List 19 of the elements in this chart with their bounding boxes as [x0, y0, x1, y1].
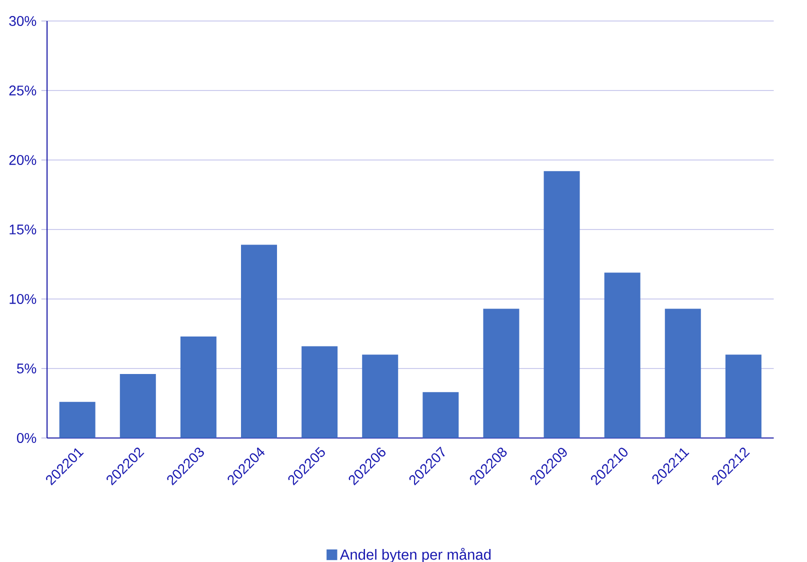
bar	[483, 308, 520, 438]
bar	[664, 308, 701, 438]
bar	[302, 346, 338, 438]
y-tick-label: 10%	[10, 294, 36, 304]
bar	[59, 402, 96, 438]
y-tick-label: 25%	[9, 86, 36, 96]
bar	[604, 272, 640, 438]
y-tick-label: 0%	[16, 433, 36, 443]
bar	[120, 374, 156, 438]
y-tick-label: 30%	[9, 16, 36, 26]
bar	[544, 171, 580, 438]
bar	[725, 354, 762, 438]
y-tick-label: 20%	[9, 155, 36, 165]
y-tick-label: 15%	[10, 224, 36, 234]
bar	[422, 392, 459, 438]
bar	[180, 336, 216, 438]
bar	[362, 354, 398, 438]
y-tick-label: 5%	[16, 364, 36, 374]
bar	[241, 244, 278, 438]
